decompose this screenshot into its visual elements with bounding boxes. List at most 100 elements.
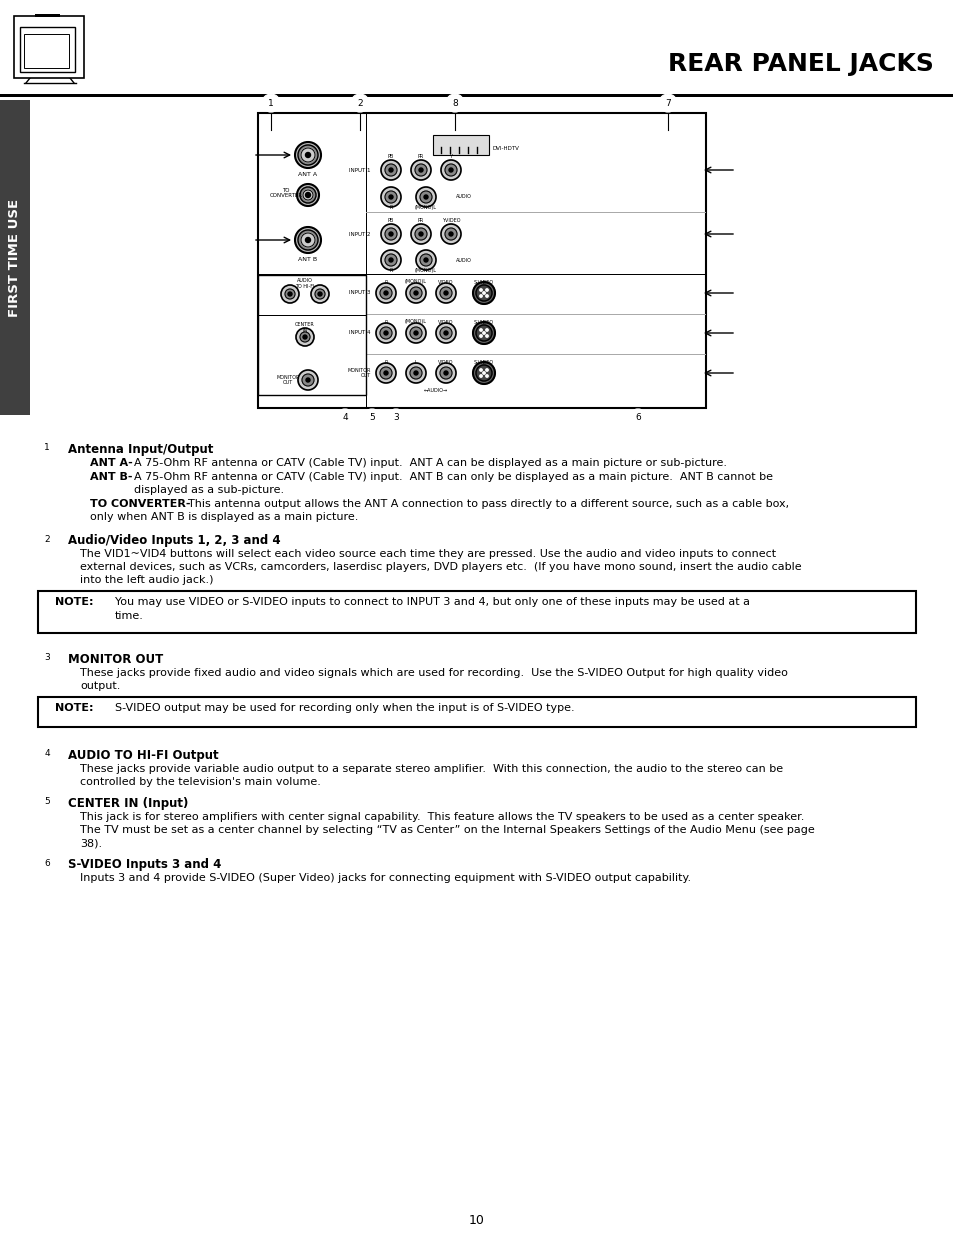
Circle shape xyxy=(302,374,314,387)
Text: external devices, such as VCRs, camcorders, laserdisc players, DVD players etc. : external devices, such as VCRs, camcorde… xyxy=(80,562,801,572)
Text: The VID1~VID4 buttons will select each video source each time they are pressed. : The VID1~VID4 buttons will select each v… xyxy=(80,550,776,559)
Circle shape xyxy=(446,94,463,112)
Text: CENTER IN (Input): CENTER IN (Input) xyxy=(68,797,188,810)
Text: AUDIO: AUDIO xyxy=(456,258,472,263)
Text: INPUT 1: INPUT 1 xyxy=(349,168,371,173)
Text: ANT B: ANT B xyxy=(298,257,317,262)
Circle shape xyxy=(375,324,395,343)
Text: MONITOR
OUT: MONITOR OUT xyxy=(276,374,299,385)
Circle shape xyxy=(389,232,393,236)
Circle shape xyxy=(379,367,392,379)
Text: PB: PB xyxy=(388,154,394,159)
Text: 38).: 38). xyxy=(80,839,102,848)
Text: DVI-HDTV: DVI-HDTV xyxy=(493,146,519,151)
Circle shape xyxy=(419,191,432,203)
Circle shape xyxy=(439,367,452,379)
Text: R: R xyxy=(389,268,393,273)
Text: AUDIO
TO HI-FI: AUDIO TO HI-FI xyxy=(294,278,314,289)
Bar xyxy=(20,27,75,72)
Text: Antenna Input/Output: Antenna Input/Output xyxy=(68,443,213,456)
Circle shape xyxy=(440,224,460,245)
Bar xyxy=(38,697,915,727)
Text: S-VIDEO: S-VIDEO xyxy=(474,279,494,284)
Circle shape xyxy=(303,190,313,200)
Circle shape xyxy=(305,237,310,242)
Circle shape xyxy=(476,366,492,382)
Text: 5: 5 xyxy=(44,798,50,806)
Circle shape xyxy=(380,224,400,245)
Text: 10: 10 xyxy=(469,1214,484,1226)
Circle shape xyxy=(311,285,329,303)
Circle shape xyxy=(389,195,393,199)
Text: (MONO)L: (MONO)L xyxy=(405,320,427,325)
Circle shape xyxy=(380,161,400,180)
Circle shape xyxy=(659,94,677,112)
Circle shape xyxy=(384,331,388,335)
Circle shape xyxy=(297,144,317,165)
Circle shape xyxy=(299,332,310,342)
Circle shape xyxy=(389,168,393,172)
Text: 6: 6 xyxy=(44,858,50,867)
Bar xyxy=(433,135,489,156)
Circle shape xyxy=(476,325,492,341)
Circle shape xyxy=(406,283,426,303)
Circle shape xyxy=(423,258,428,262)
Circle shape xyxy=(485,335,488,337)
Circle shape xyxy=(479,329,481,331)
Text: R: R xyxy=(389,205,393,210)
Text: VIDEO: VIDEO xyxy=(437,359,454,364)
Text: into the left audio jack.): into the left audio jack.) xyxy=(80,576,213,585)
Text: 6: 6 xyxy=(635,414,640,422)
Circle shape xyxy=(415,164,427,177)
Circle shape xyxy=(295,329,314,346)
Text: L: L xyxy=(415,359,416,364)
Text: R: R xyxy=(384,320,387,325)
Text: INPUT 4: INPUT 4 xyxy=(349,331,371,336)
Bar xyxy=(0,100,30,415)
Circle shape xyxy=(363,409,380,427)
Circle shape xyxy=(262,94,280,112)
Circle shape xyxy=(38,794,55,810)
Circle shape xyxy=(449,168,453,172)
Circle shape xyxy=(439,287,452,299)
Circle shape xyxy=(485,369,488,372)
Text: 1: 1 xyxy=(268,99,274,107)
Text: (MONO)L: (MONO)L xyxy=(415,205,436,210)
Circle shape xyxy=(482,332,485,335)
Circle shape xyxy=(389,258,393,262)
Circle shape xyxy=(436,363,456,383)
Text: 1: 1 xyxy=(44,443,50,452)
Text: output.: output. xyxy=(80,680,120,692)
Circle shape xyxy=(335,409,354,427)
Circle shape xyxy=(436,283,456,303)
Circle shape xyxy=(281,285,298,303)
Circle shape xyxy=(476,285,492,301)
Text: Inputs 3 and 4 provide S-VIDEO (Super Video) jacks for connecting equipment with: Inputs 3 and 4 provide S-VIDEO (Super Vi… xyxy=(80,873,690,883)
Circle shape xyxy=(479,369,481,372)
Text: AUDIO TO HI-FI Output: AUDIO TO HI-FI Output xyxy=(68,748,218,762)
Circle shape xyxy=(473,322,495,345)
Circle shape xyxy=(473,362,495,384)
Text: ANT B-: ANT B- xyxy=(90,472,132,482)
Circle shape xyxy=(297,370,317,390)
Text: 5: 5 xyxy=(369,414,375,422)
Circle shape xyxy=(297,230,317,249)
Bar xyxy=(257,275,366,395)
Text: NOTE:: NOTE: xyxy=(55,703,93,713)
Circle shape xyxy=(406,324,426,343)
Circle shape xyxy=(482,372,485,374)
Text: These jacks provide fixed audio and video signals which are used for recording. : These jacks provide fixed audio and vide… xyxy=(80,668,787,678)
Circle shape xyxy=(410,287,421,299)
Circle shape xyxy=(294,227,320,253)
Text: PB: PB xyxy=(388,219,394,224)
Circle shape xyxy=(301,233,314,247)
Circle shape xyxy=(351,94,369,112)
Text: This antenna output allows the ANT A connection to pass directly to a different : This antenna output allows the ANT A con… xyxy=(188,499,788,509)
Text: time.: time. xyxy=(115,611,144,621)
Circle shape xyxy=(485,289,488,291)
Circle shape xyxy=(406,363,426,383)
Circle shape xyxy=(288,291,292,296)
Circle shape xyxy=(285,289,294,299)
Circle shape xyxy=(414,370,417,375)
Text: PR: PR xyxy=(417,154,424,159)
